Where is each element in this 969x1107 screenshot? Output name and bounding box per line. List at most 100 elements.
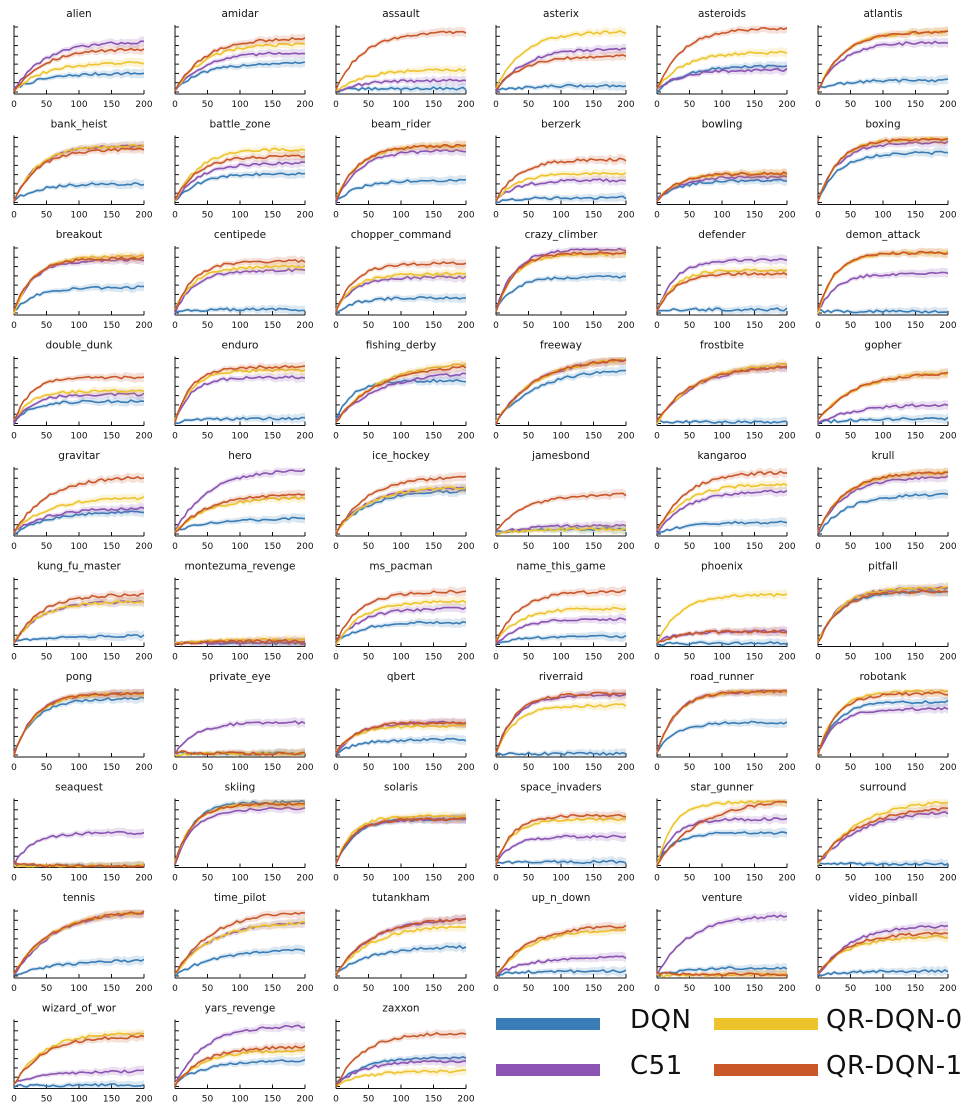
series-qr-dqn-1 — [13, 147, 145, 202]
band-qr-dqn-1 — [496, 810, 626, 868]
band-qr-dqn-0 — [175, 1045, 305, 1085]
series-qr-dqn-1 — [817, 29, 949, 92]
series-c51 — [495, 178, 627, 200]
panel-title: asteroids — [698, 8, 746, 20]
x-tick-label: 150 — [746, 984, 763, 994]
x-tick-label: 0 — [333, 100, 339, 110]
x-tick-label: 0 — [333, 211, 339, 221]
series-c51 — [817, 811, 949, 866]
x-tick-label: 50 — [202, 653, 214, 663]
series-qr-dqn-0 — [335, 363, 467, 423]
x-tick-label: 200 — [457, 653, 474, 663]
x-tick-label: 0 — [333, 874, 339, 884]
panel-double-dunk: double_dunk 0 50 100 150 200 — [11, 340, 153, 442]
x-tick-label: 100 — [874, 211, 891, 221]
x-tick-label: 50 — [684, 874, 696, 884]
panel-defender: defender 0 50 100 150 200 — [654, 229, 796, 331]
x-tick-label: 50 — [523, 321, 535, 331]
x-tick-label: 150 — [425, 100, 442, 110]
series-dqn — [656, 520, 788, 535]
x-tick-label: 0 — [11, 874, 17, 884]
series-qr-dqn-0 — [174, 42, 306, 92]
x-tick-label: 150 — [585, 432, 602, 442]
series-qr-dqn-0 — [495, 703, 627, 754]
panel-title: wizard_of_wor — [42, 1003, 117, 1015]
x-tick-label: 50 — [41, 432, 53, 442]
series-c51 — [495, 523, 627, 535]
band-qr-dqn-0 — [336, 720, 466, 753]
series-qr-dqn-1 — [335, 917, 467, 977]
x-tick-label: 100 — [713, 432, 730, 442]
series-dqn — [817, 589, 949, 643]
series-qr-dqn-0 — [817, 800, 949, 866]
panel-title: seaquest — [55, 782, 103, 794]
legend-item-c51: C51 — [496, 1050, 736, 1090]
series-dqn — [495, 83, 627, 91]
series-qr-dqn-1 — [817, 691, 949, 756]
band-dqn — [818, 147, 948, 203]
x-tick-label: 50 — [41, 211, 53, 221]
x-tick-label: 0 — [493, 100, 499, 110]
x-tick-label: 0 — [815, 653, 821, 663]
x-tick-label: 100 — [552, 211, 569, 221]
series-qr-dqn-1 — [174, 493, 306, 533]
x-tick-label: 150 — [264, 653, 281, 663]
series-c51 — [174, 468, 306, 533]
panel-title: phoenix — [701, 561, 743, 573]
x-tick-label: 200 — [296, 1095, 313, 1105]
band-qr-dqn-0 — [657, 168, 787, 203]
band-dqn — [818, 412, 948, 425]
band-dqn — [336, 292, 466, 315]
x-tick-label: 100 — [874, 321, 891, 331]
band-c51 — [657, 910, 787, 977]
x-tick-label: 0 — [172, 763, 178, 773]
x-tick-label: 50 — [363, 984, 375, 994]
x-tick-label: 100 — [392, 542, 409, 552]
x-tick-label: 150 — [103, 432, 120, 442]
series-dqn — [13, 958, 145, 976]
legend-item-qr-dqn-0: QR-DQN-0 — [714, 1004, 969, 1044]
x-tick-label: 100 — [713, 653, 730, 663]
series-dqn — [174, 61, 306, 92]
x-tick-label: 150 — [264, 874, 281, 884]
x-tick-label: 200 — [457, 1095, 474, 1105]
series-c51 — [495, 47, 627, 94]
x-tick-label: 50 — [845, 432, 857, 442]
series-c51 — [656, 67, 788, 90]
x-tick-label: 200 — [778, 321, 795, 331]
x-tick-label: 50 — [845, 984, 857, 994]
panel-ice-hockey: ice_hockey 0 50 100 150 200 — [333, 450, 475, 552]
series-dqn — [335, 620, 467, 643]
x-tick-label: 100 — [874, 100, 891, 110]
x-tick-label: 200 — [296, 763, 313, 773]
series-qr-dqn-1 — [335, 589, 467, 642]
x-tick-label: 100 — [70, 542, 87, 552]
panel-title: krull — [872, 450, 895, 462]
series-c51 — [656, 914, 788, 976]
band-qr-dqn-0 — [657, 479, 787, 532]
series-c51 — [495, 834, 627, 864]
x-tick-label: 200 — [296, 211, 313, 221]
series-c51 — [174, 1024, 306, 1084]
band-dqn — [657, 827, 787, 864]
x-tick-label: 200 — [617, 211, 634, 221]
band-c51 — [175, 467, 305, 534]
x-tick-label: 50 — [41, 874, 53, 884]
x-tick-label: 200 — [939, 432, 956, 442]
x-tick-label: 200 — [939, 321, 956, 331]
x-tick-label: 150 — [425, 321, 442, 331]
x-tick-label: 200 — [939, 763, 956, 773]
x-tick-label: 0 — [11, 653, 17, 663]
series-dqn — [13, 399, 145, 424]
series-c51 — [817, 140, 949, 202]
legend-swatch-qr-dqn-1 — [714, 1064, 818, 1076]
panel-title: ms_pacman — [369, 561, 432, 573]
band-c51 — [818, 136, 948, 203]
x-tick-label: 150 — [425, 763, 442, 773]
series-c51 — [656, 257, 788, 312]
series-dqn — [656, 966, 788, 976]
panel-phoenix: phoenix 0 50 100 150 200 — [654, 561, 796, 663]
series-c51 — [817, 706, 949, 753]
x-tick-label: 150 — [264, 432, 281, 442]
